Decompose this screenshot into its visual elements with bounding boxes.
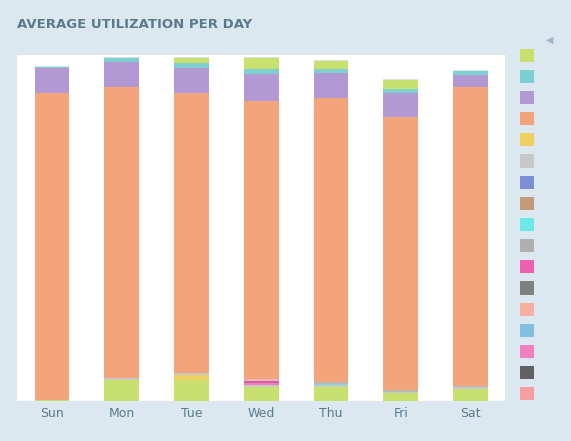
Bar	[35, 400, 70, 401]
Bar	[453, 87, 488, 386]
Bar	[244, 387, 279, 401]
Bar	[313, 73, 348, 98]
Bar	[174, 57, 209, 58]
Bar	[244, 383, 279, 385]
Bar	[174, 58, 209, 63]
Bar	[313, 385, 348, 387]
Bar	[453, 387, 488, 389]
Bar	[313, 69, 348, 73]
Bar	[383, 392, 418, 393]
Bar	[244, 379, 279, 381]
Bar	[244, 381, 279, 383]
Bar	[174, 380, 209, 401]
Bar	[174, 63, 209, 68]
Bar	[244, 57, 279, 58]
Text: AVERAGE UTILIZATION PER DAY: AVERAGE UTILIZATION PER DAY	[17, 18, 252, 30]
Bar	[453, 70, 488, 71]
Bar	[104, 380, 139, 401]
Bar	[313, 387, 348, 401]
Bar	[383, 89, 418, 93]
Bar	[35, 93, 70, 400]
Bar	[174, 93, 209, 373]
Text: ◀: ◀	[546, 35, 554, 45]
Bar	[174, 68, 209, 93]
Bar	[383, 390, 418, 392]
Bar	[174, 375, 209, 380]
Bar	[244, 70, 279, 74]
Bar	[104, 58, 139, 62]
Bar	[383, 116, 418, 390]
Bar	[453, 75, 488, 87]
Bar	[35, 67, 70, 68]
Bar	[383, 93, 418, 116]
Bar	[35, 68, 70, 93]
Bar	[453, 386, 488, 387]
Bar	[35, 66, 70, 67]
Bar	[313, 382, 348, 384]
Bar	[383, 80, 418, 89]
Bar	[453, 389, 488, 401]
Bar	[104, 378, 139, 380]
Bar	[313, 61, 348, 69]
Bar	[383, 393, 418, 401]
Bar	[244, 74, 279, 101]
Bar	[174, 373, 209, 375]
Bar	[383, 79, 418, 80]
Bar	[313, 384, 348, 385]
Bar	[313, 60, 348, 61]
Bar	[104, 57, 139, 58]
Bar	[104, 62, 139, 87]
Bar	[313, 98, 348, 382]
Bar	[244, 58, 279, 70]
Bar	[244, 385, 279, 387]
Bar	[453, 71, 488, 75]
Bar	[244, 101, 279, 379]
Bar	[104, 87, 139, 378]
